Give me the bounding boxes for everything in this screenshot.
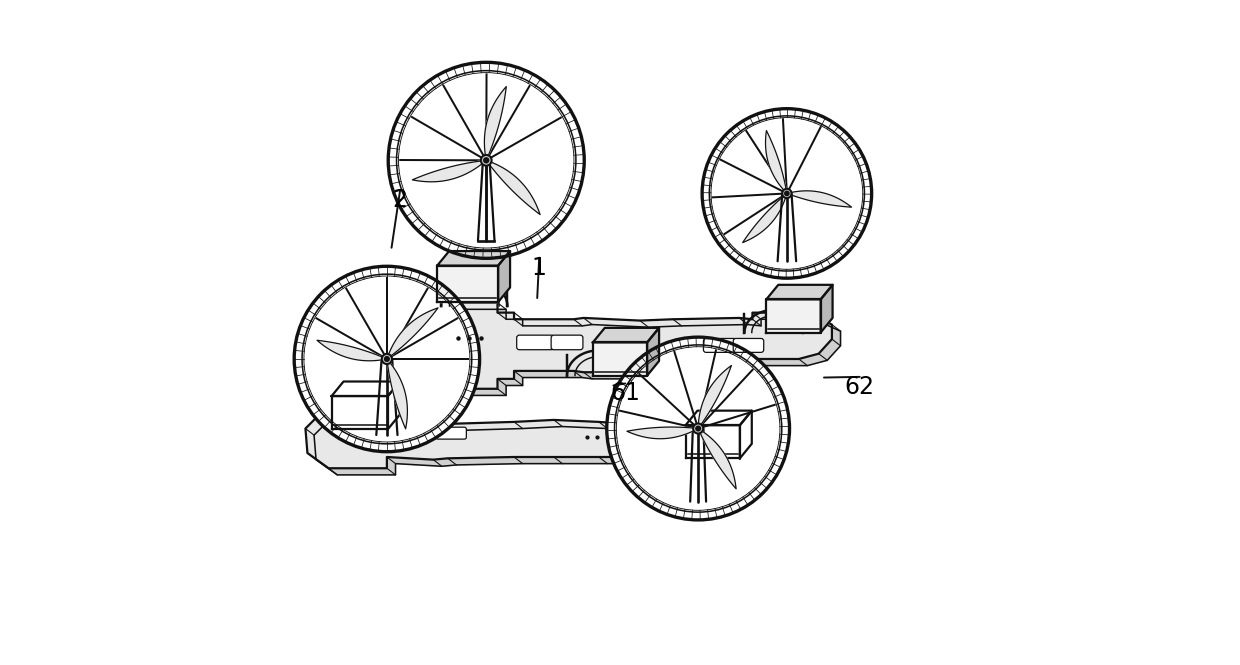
Polygon shape (686, 425, 740, 458)
FancyBboxPatch shape (403, 425, 436, 437)
Circle shape (484, 158, 489, 163)
Polygon shape (486, 160, 541, 215)
Polygon shape (387, 308, 438, 359)
Circle shape (606, 337, 790, 520)
Circle shape (782, 189, 791, 198)
Polygon shape (766, 299, 821, 332)
Polygon shape (438, 265, 498, 302)
FancyBboxPatch shape (551, 335, 583, 350)
Circle shape (785, 192, 789, 196)
FancyBboxPatch shape (645, 432, 676, 444)
Polygon shape (305, 407, 765, 468)
Polygon shape (331, 396, 388, 429)
Polygon shape (438, 251, 510, 265)
Polygon shape (331, 382, 399, 396)
Polygon shape (388, 382, 399, 429)
Circle shape (481, 155, 491, 166)
Polygon shape (765, 130, 787, 194)
Circle shape (384, 356, 389, 361)
Polygon shape (418, 309, 841, 396)
Text: 2: 2 (393, 188, 408, 212)
Polygon shape (485, 86, 506, 160)
Polygon shape (686, 411, 751, 425)
Polygon shape (593, 328, 660, 342)
Circle shape (693, 424, 703, 434)
Circle shape (382, 354, 392, 364)
Polygon shape (413, 160, 486, 182)
Polygon shape (787, 191, 852, 207)
Polygon shape (647, 328, 660, 376)
Polygon shape (698, 428, 737, 489)
FancyBboxPatch shape (436, 427, 466, 439)
Circle shape (696, 426, 701, 431)
FancyBboxPatch shape (517, 335, 554, 350)
Text: 62: 62 (844, 375, 874, 399)
Polygon shape (593, 342, 647, 376)
Circle shape (294, 266, 480, 452)
Text: 1: 1 (532, 255, 547, 279)
Circle shape (388, 63, 584, 258)
Polygon shape (743, 194, 787, 243)
FancyBboxPatch shape (733, 338, 764, 352)
Circle shape (702, 108, 872, 278)
Polygon shape (498, 251, 510, 302)
Polygon shape (698, 366, 732, 428)
Polygon shape (409, 303, 832, 389)
Polygon shape (627, 427, 698, 439)
Polygon shape (317, 340, 387, 361)
Polygon shape (387, 359, 408, 429)
FancyBboxPatch shape (703, 338, 737, 352)
Polygon shape (314, 413, 774, 475)
Polygon shape (821, 285, 832, 332)
Polygon shape (766, 285, 832, 299)
Polygon shape (740, 411, 751, 458)
Text: 61: 61 (610, 382, 640, 406)
